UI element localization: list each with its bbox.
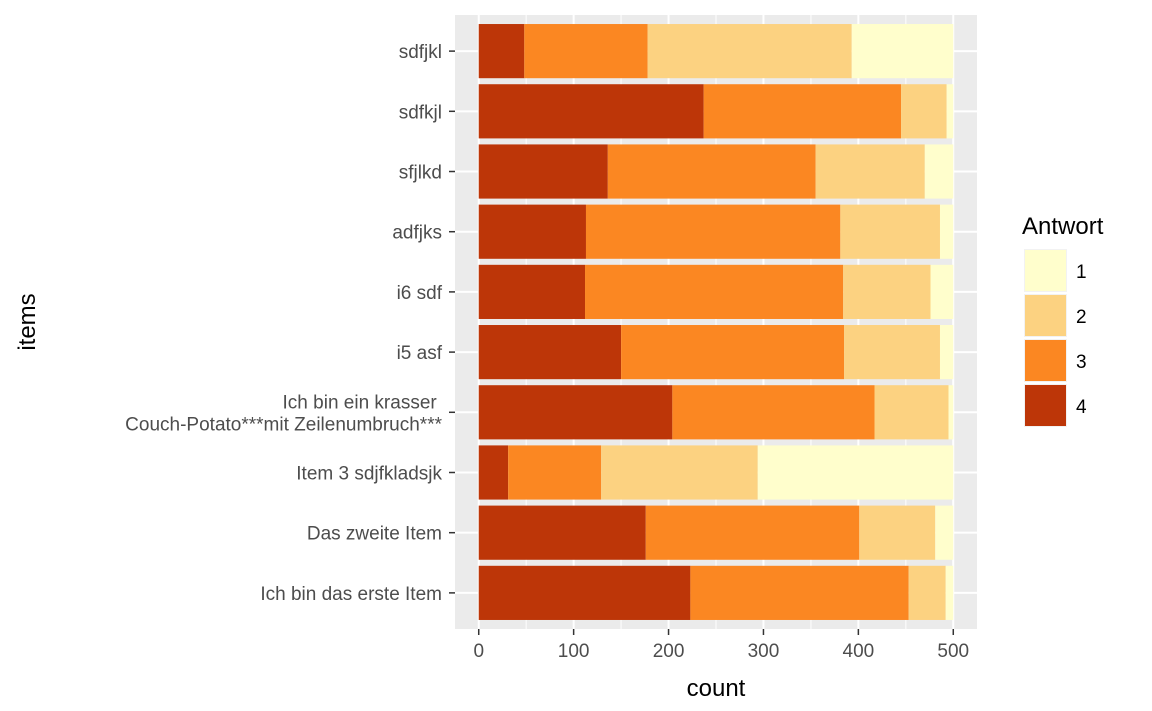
bar-segment-antwort-2 [815, 144, 925, 199]
bar-segment-antwort-2 [840, 204, 940, 259]
x-tick-label: 300 [748, 641, 780, 662]
legend-title: Antwort [1022, 213, 1104, 240]
legend-items: 1 2 3 4 [1024, 249, 1087, 427]
y-tick-label: Ich bin ein krasser Couch-Potato***mit Z… [125, 392, 442, 435]
legend-swatch-2 [1025, 295, 1066, 336]
bar-segment-antwort-1 [939, 325, 954, 380]
bar-segment-antwort-1 [851, 24, 954, 79]
y-axis-labels: sdfjkl sdfkjl sfjlkd adfjks i6 sdf i5 asf Ich … [125, 42, 455, 605]
bar-segment-antwort-3 [585, 204, 841, 259]
bar-segment-antwort-2 [874, 385, 949, 440]
bar-segment-antwort-1 [939, 204, 954, 259]
bar-segment-antwort-4 [478, 24, 525, 79]
x-tick-label: 0 [473, 641, 484, 662]
bar-segment-antwort-2 [859, 505, 936, 560]
bar-segment-antwort-3 [672, 385, 875, 440]
bar-segment-antwort-4 [478, 445, 509, 500]
y-axis-title: items [14, 293, 41, 350]
bar-segment-antwort-3 [690, 565, 909, 620]
bar-segment-antwort-1 [757, 445, 954, 500]
bars [478, 24, 954, 620]
legend-label: 1 [1076, 262, 1087, 283]
bar-segment-antwort-3 [607, 144, 816, 199]
bar-segment-antwort-2 [901, 84, 947, 139]
bar-segment-antwort-1 [945, 565, 954, 620]
bar-segment-antwort-2 [601, 445, 758, 500]
y-tick-label: Item 3 sdjfkladsjk [296, 463, 442, 484]
bar-segment-antwort-4 [478, 565, 691, 620]
y-tick-label: adfjks [392, 223, 442, 244]
bar-segment-antwort-4 [478, 144, 608, 199]
bar-segment-antwort-2 [843, 264, 931, 319]
legend-label: 3 [1076, 352, 1087, 373]
bar-segment-antwort-4 [478, 204, 586, 259]
x-tick-label: 200 [653, 641, 685, 662]
bar-segment-antwort-4 [478, 385, 673, 440]
x-tick-label: 100 [558, 641, 590, 662]
bar-segment-antwort-3 [585, 264, 844, 319]
legend-swatch-1 [1025, 250, 1066, 291]
legend: Antwort 1 2 3 4 [1022, 213, 1104, 427]
y-tick-label: Das zweite Item [307, 524, 442, 545]
y-tick-label: sfjlkd [399, 163, 442, 184]
y-tick-label: sdfkjl [399, 102, 442, 123]
bar-segment-antwort-1 [935, 505, 954, 560]
x-tick-label: 400 [843, 641, 875, 662]
bar-segment-antwort-4 [478, 325, 622, 380]
legend-swatch-3 [1025, 340, 1066, 381]
y-tick-label: Ich bin das erste Item [260, 584, 442, 605]
legend-label: 2 [1076, 307, 1087, 328]
legend-swatch-4 [1025, 385, 1066, 426]
bar-segment-antwort-2 [908, 565, 946, 620]
bar-segment-antwort-2 [844, 325, 940, 380]
x-axis-ticks: 0 100 200 300 400 500 [473, 629, 969, 662]
bar-segment-antwort-3 [645, 505, 860, 560]
legend-label: 4 [1076, 397, 1087, 418]
y-tick-label: sdfjkl [399, 42, 442, 63]
bar-segment-antwort-1 [948, 385, 954, 440]
bar-segment-antwort-3 [621, 325, 845, 380]
y-tick-label: i5 asf [397, 343, 443, 364]
x-tick-label: 500 [937, 641, 969, 662]
bar-segment-antwort-4 [478, 84, 704, 139]
bar-segment-antwort-1 [924, 144, 954, 199]
bar-segment-antwort-3 [508, 445, 602, 500]
bar-segment-antwort-4 [478, 505, 646, 560]
bar-segment-antwort-3 [703, 84, 902, 139]
bar-segment-antwort-3 [524, 24, 648, 79]
x-axis-title: count [687, 675, 746, 702]
y-tick-label: i6 sdf [397, 283, 443, 304]
bar-segment-antwort-1 [946, 84, 954, 139]
bar-segment-antwort-4 [478, 264, 586, 319]
bar-segment-antwort-2 [647, 24, 852, 79]
bar-segment-antwort-1 [930, 264, 954, 319]
